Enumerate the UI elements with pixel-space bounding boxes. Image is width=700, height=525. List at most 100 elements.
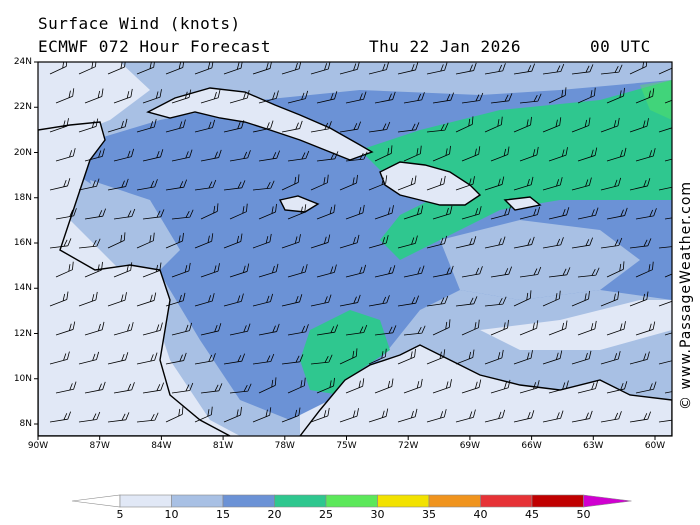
wind-barb xyxy=(171,89,192,104)
wind-barb xyxy=(432,379,452,394)
wind-barb xyxy=(252,233,272,249)
scale-segment xyxy=(274,494,327,508)
wind-barb xyxy=(107,292,127,307)
wind-barb xyxy=(600,411,622,423)
wind-barb xyxy=(287,324,309,336)
wind-barb xyxy=(252,293,274,307)
wind-barb xyxy=(374,378,394,394)
wind-barb xyxy=(84,148,105,162)
wind-barb xyxy=(223,62,243,75)
wind-barb xyxy=(165,406,184,423)
wind-barb xyxy=(403,325,426,336)
wind-barb xyxy=(548,207,570,220)
wind-barb xyxy=(339,174,358,191)
wind-barb xyxy=(490,93,513,104)
wind-barb xyxy=(629,238,652,249)
wind-barb xyxy=(484,236,506,249)
wind-barb xyxy=(194,406,213,423)
wind-barb xyxy=(171,149,193,162)
wind-barb xyxy=(484,176,505,191)
wind-barb xyxy=(606,87,625,104)
wind-barb xyxy=(49,178,71,191)
longitude-label: 63W xyxy=(583,441,604,451)
wind-barb xyxy=(223,293,244,307)
wind-barb xyxy=(142,89,162,104)
wind-barb xyxy=(629,291,649,307)
wind-barb xyxy=(664,261,672,278)
wind-barb xyxy=(606,207,628,220)
wind-barb xyxy=(542,410,564,423)
wind-barb xyxy=(519,146,539,162)
wind-barb xyxy=(258,90,279,104)
wind-barb xyxy=(55,381,77,394)
wind-barb xyxy=(577,380,599,394)
wind-barb xyxy=(432,205,453,220)
wind-barb xyxy=(513,290,532,307)
wind-barb xyxy=(55,148,76,162)
latitude-label: 10N xyxy=(13,373,32,384)
wind-barb xyxy=(310,354,333,365)
scale-segment xyxy=(71,494,121,508)
wind-barb xyxy=(78,351,100,365)
wind-barb xyxy=(84,208,107,220)
wind-barb xyxy=(658,411,672,423)
wind-barb xyxy=(461,319,480,336)
wind-barb xyxy=(664,321,672,336)
wind-barb xyxy=(513,410,535,423)
wind-barb xyxy=(490,266,513,278)
longitude-label: 78W xyxy=(274,441,295,451)
wind-barb xyxy=(513,176,534,191)
wind-barb xyxy=(455,349,475,365)
wind-barb xyxy=(142,322,163,336)
scale-segment xyxy=(377,494,430,508)
wind-barb xyxy=(484,296,507,307)
wind-barb xyxy=(194,119,216,133)
wind-barb xyxy=(223,406,242,423)
latitude-label: 18N xyxy=(13,192,32,203)
wind-barb xyxy=(374,265,396,278)
scale-segment xyxy=(171,494,224,508)
wind-barb xyxy=(571,410,593,423)
wind-barb xyxy=(606,147,627,162)
wind-barb xyxy=(316,324,339,336)
wind-barb xyxy=(432,319,451,336)
wind-barb xyxy=(658,291,672,307)
wind-barb xyxy=(165,62,185,75)
scale-segment xyxy=(583,494,632,508)
wind-barb xyxy=(635,321,656,336)
wind-barb xyxy=(426,409,447,423)
wind-barb xyxy=(171,382,194,394)
wind-barb xyxy=(107,178,129,191)
latitude-label: 14N xyxy=(13,283,32,294)
wind-barb xyxy=(84,381,106,394)
wind-barb xyxy=(165,232,184,249)
wind-barb xyxy=(345,264,367,278)
wind-barb xyxy=(519,380,540,394)
wind-barb xyxy=(171,209,194,220)
wind-barb xyxy=(316,377,335,394)
wind-barb xyxy=(281,354,304,365)
wind-barb xyxy=(287,204,307,220)
wind-barb xyxy=(664,381,672,394)
wind-barb xyxy=(484,409,506,423)
wind-barb xyxy=(287,377,306,394)
wind-barb xyxy=(258,203,277,220)
wind-barb xyxy=(310,121,332,133)
scale-label: 20 xyxy=(267,508,282,521)
wind-barb xyxy=(252,62,273,75)
wind-barb xyxy=(136,352,158,365)
wind-barb xyxy=(513,116,532,133)
wind-barb xyxy=(316,151,339,162)
wind-barb xyxy=(513,236,535,249)
wind-barb xyxy=(571,117,591,133)
wind-barb xyxy=(339,62,360,75)
wind-barb xyxy=(577,320,597,336)
wind-barb xyxy=(200,323,222,336)
wind-barb xyxy=(229,90,250,104)
wind-barb xyxy=(426,122,449,133)
wind-barb xyxy=(49,411,72,423)
wind-barb xyxy=(107,352,129,365)
wind-barb xyxy=(600,64,623,75)
wind-barb xyxy=(455,176,475,191)
wind-barb xyxy=(339,408,359,423)
